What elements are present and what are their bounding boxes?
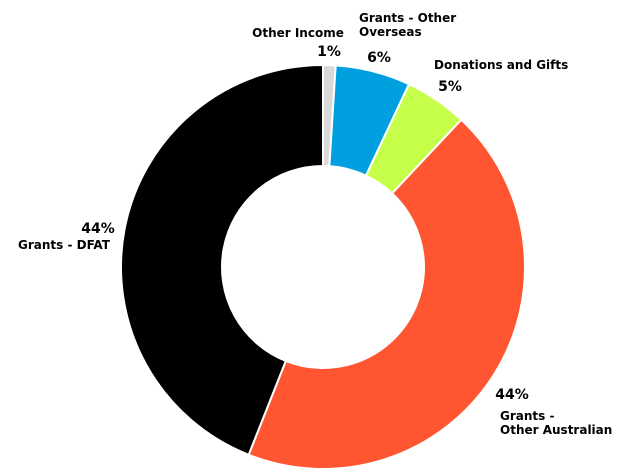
slice-grants-other-australian (247, 118, 526, 469)
value-label-other-income: 1% (317, 44, 341, 60)
value-label-donations-and-gifts: 5% (438, 79, 462, 95)
slice-grants-dfat (120, 63, 324, 457)
value-label-grants-dfat: 44% (81, 221, 115, 237)
label-grants-dfat: Grants - DFAT (18, 238, 111, 252)
label-grants-other-overseas: Grants - Other Overseas (359, 11, 456, 39)
slice-labels: Other Income 1% Grants - Other Overseas 6% Do… (18, 11, 612, 437)
label-donations-and-gifts: Donations and Gifts (434, 58, 568, 72)
label-line: Other Income (252, 26, 344, 40)
value-label-grants-other-overseas: 6% (367, 50, 391, 66)
label-line: Donations and Gifts (434, 58, 568, 72)
value-label-grants-other-australian: 44% (495, 387, 529, 403)
label-line: Grants - Other (359, 11, 456, 25)
label-line: Grants - DFAT (18, 238, 111, 252)
label-grants-other-australian: Grants -Other Australian (500, 409, 612, 437)
label-line: Overseas (359, 25, 422, 39)
label-line: Grants - (500, 409, 554, 423)
label-line: Other Australian (500, 423, 612, 437)
label-other-income: Other Income (252, 26, 344, 40)
donut-slices (120, 63, 526, 469)
